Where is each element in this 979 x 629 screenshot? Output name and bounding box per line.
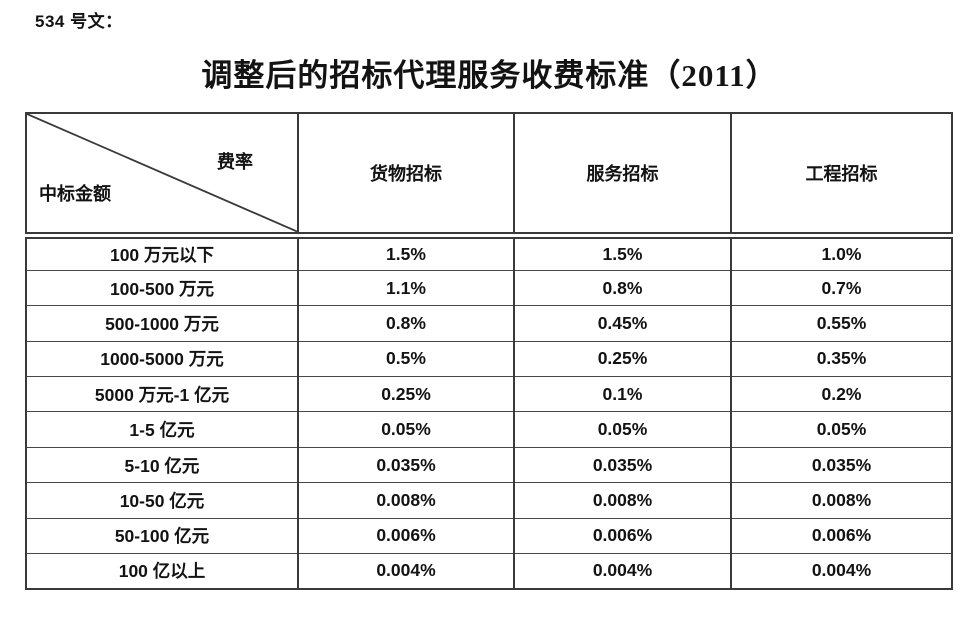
rate-cell: 0.05% xyxy=(297,411,515,448)
rate-cell: 1.5% xyxy=(513,234,732,271)
rate-cell: 0.035% xyxy=(513,446,732,484)
page-title: 调整后的招标代理服务收费标准（2011） xyxy=(201,58,778,93)
table-row: 100-500 万元 1.1% 0.8% 0.7% xyxy=(25,269,953,307)
rate-cell: 1.5% xyxy=(297,234,515,271)
rate-cell: 0.25% xyxy=(297,376,515,413)
header-row: 费率 中标金额 货物招标 服务招标 工程招标 xyxy=(25,112,953,239)
rate-cell: 0.45% xyxy=(513,305,732,342)
table-row: 1-5 亿元 0.05% 0.05% 0.05% xyxy=(25,411,953,448)
rate-cell: 0.004% xyxy=(730,553,953,590)
rate-cell: 0.2% xyxy=(730,376,953,413)
column-header: 货物招标 xyxy=(297,112,515,239)
table-row: 10-50 亿元 0.008% 0.008% 0.008% xyxy=(25,482,953,519)
column-header: 工程招标 xyxy=(730,112,953,239)
rate-cell: 0.035% xyxy=(730,446,953,484)
rate-cell: 0.05% xyxy=(730,411,953,448)
rate-cell: 0.05% xyxy=(513,411,732,448)
amount-cell: 5-10 亿元 xyxy=(25,446,299,484)
amount-cell: 100 万元以下 xyxy=(25,234,299,271)
table-row: 500-1000 万元 0.8% 0.45% 0.55% xyxy=(25,305,953,342)
amount-cell: 100-500 万元 xyxy=(25,269,299,307)
table-row: 5-10 亿元 0.035% 0.035% 0.035% xyxy=(25,446,953,484)
table-row: 50-100 亿元 0.006% 0.006% 0.006% xyxy=(25,517,953,555)
rate-cell: 1.1% xyxy=(297,269,515,307)
rate-cell: 0.006% xyxy=(297,517,515,555)
rate-cell: 0.5% xyxy=(297,340,515,378)
amount-cell: 10-50 亿元 xyxy=(25,482,299,519)
amount-cell: 100 亿以上 xyxy=(25,553,299,590)
rate-cell: 0.008% xyxy=(297,482,515,519)
rate-cell: 0.004% xyxy=(513,553,732,590)
rate-cell: 0.55% xyxy=(730,305,953,342)
table-row: 100 万元以下 1.5% 1.5% 1.0% xyxy=(25,234,953,271)
rate-cell: 0.006% xyxy=(730,517,953,555)
diagonal-line-icon xyxy=(28,114,292,228)
doc-number: 534 号文： xyxy=(35,12,123,31)
table-corner-cell: 费率 中标金额 xyxy=(25,112,299,239)
rate-cell: 0.8% xyxy=(297,305,515,342)
rate-cell: 0.006% xyxy=(513,517,732,555)
rate-cell: 0.035% xyxy=(297,446,515,484)
column-header: 服务招标 xyxy=(513,112,732,239)
amount-cell: 5000 万元-1 亿元 xyxy=(25,376,299,413)
fee-table-body: 100 万元以下 1.5% 1.5% 1.0% 100-500 万元 1.1% 0.8% 0.… xyxy=(25,234,953,590)
rate-cell: 0.8% xyxy=(513,269,732,307)
fee-table: 费率 中标金额 货物招标 服务招标 工程招标 100 万元以下 1.5% 1.5% 1.0… xyxy=(25,112,953,590)
rate-cell: 0.004% xyxy=(297,553,515,590)
corner-label-rate: 费率 xyxy=(217,152,253,172)
rate-cell: 0.35% xyxy=(730,340,953,378)
table-row: 100 亿以上 0.004% 0.004% 0.004% xyxy=(25,553,953,590)
table-row: 1000-5000 万元 0.5% 0.25% 0.35% xyxy=(25,340,953,378)
rate-cell: 0.008% xyxy=(513,482,732,519)
rate-cell: 0.25% xyxy=(513,340,732,378)
amount-cell: 1000-5000 万元 xyxy=(25,340,299,378)
amount-cell: 50-100 亿元 xyxy=(25,517,299,555)
rate-cell: 0.008% xyxy=(730,482,953,519)
amount-cell: 500-1000 万元 xyxy=(25,305,299,342)
rate-cell: 0.7% xyxy=(730,269,953,307)
rate-cell: 1.0% xyxy=(730,234,953,271)
corner-label-amount: 中标金额 xyxy=(39,183,111,204)
amount-cell: 1-5 亿元 xyxy=(25,411,299,448)
rate-cell: 0.1% xyxy=(513,376,732,413)
table-row: 5000 万元-1 亿元 0.25% 0.1% 0.2% xyxy=(25,376,953,413)
